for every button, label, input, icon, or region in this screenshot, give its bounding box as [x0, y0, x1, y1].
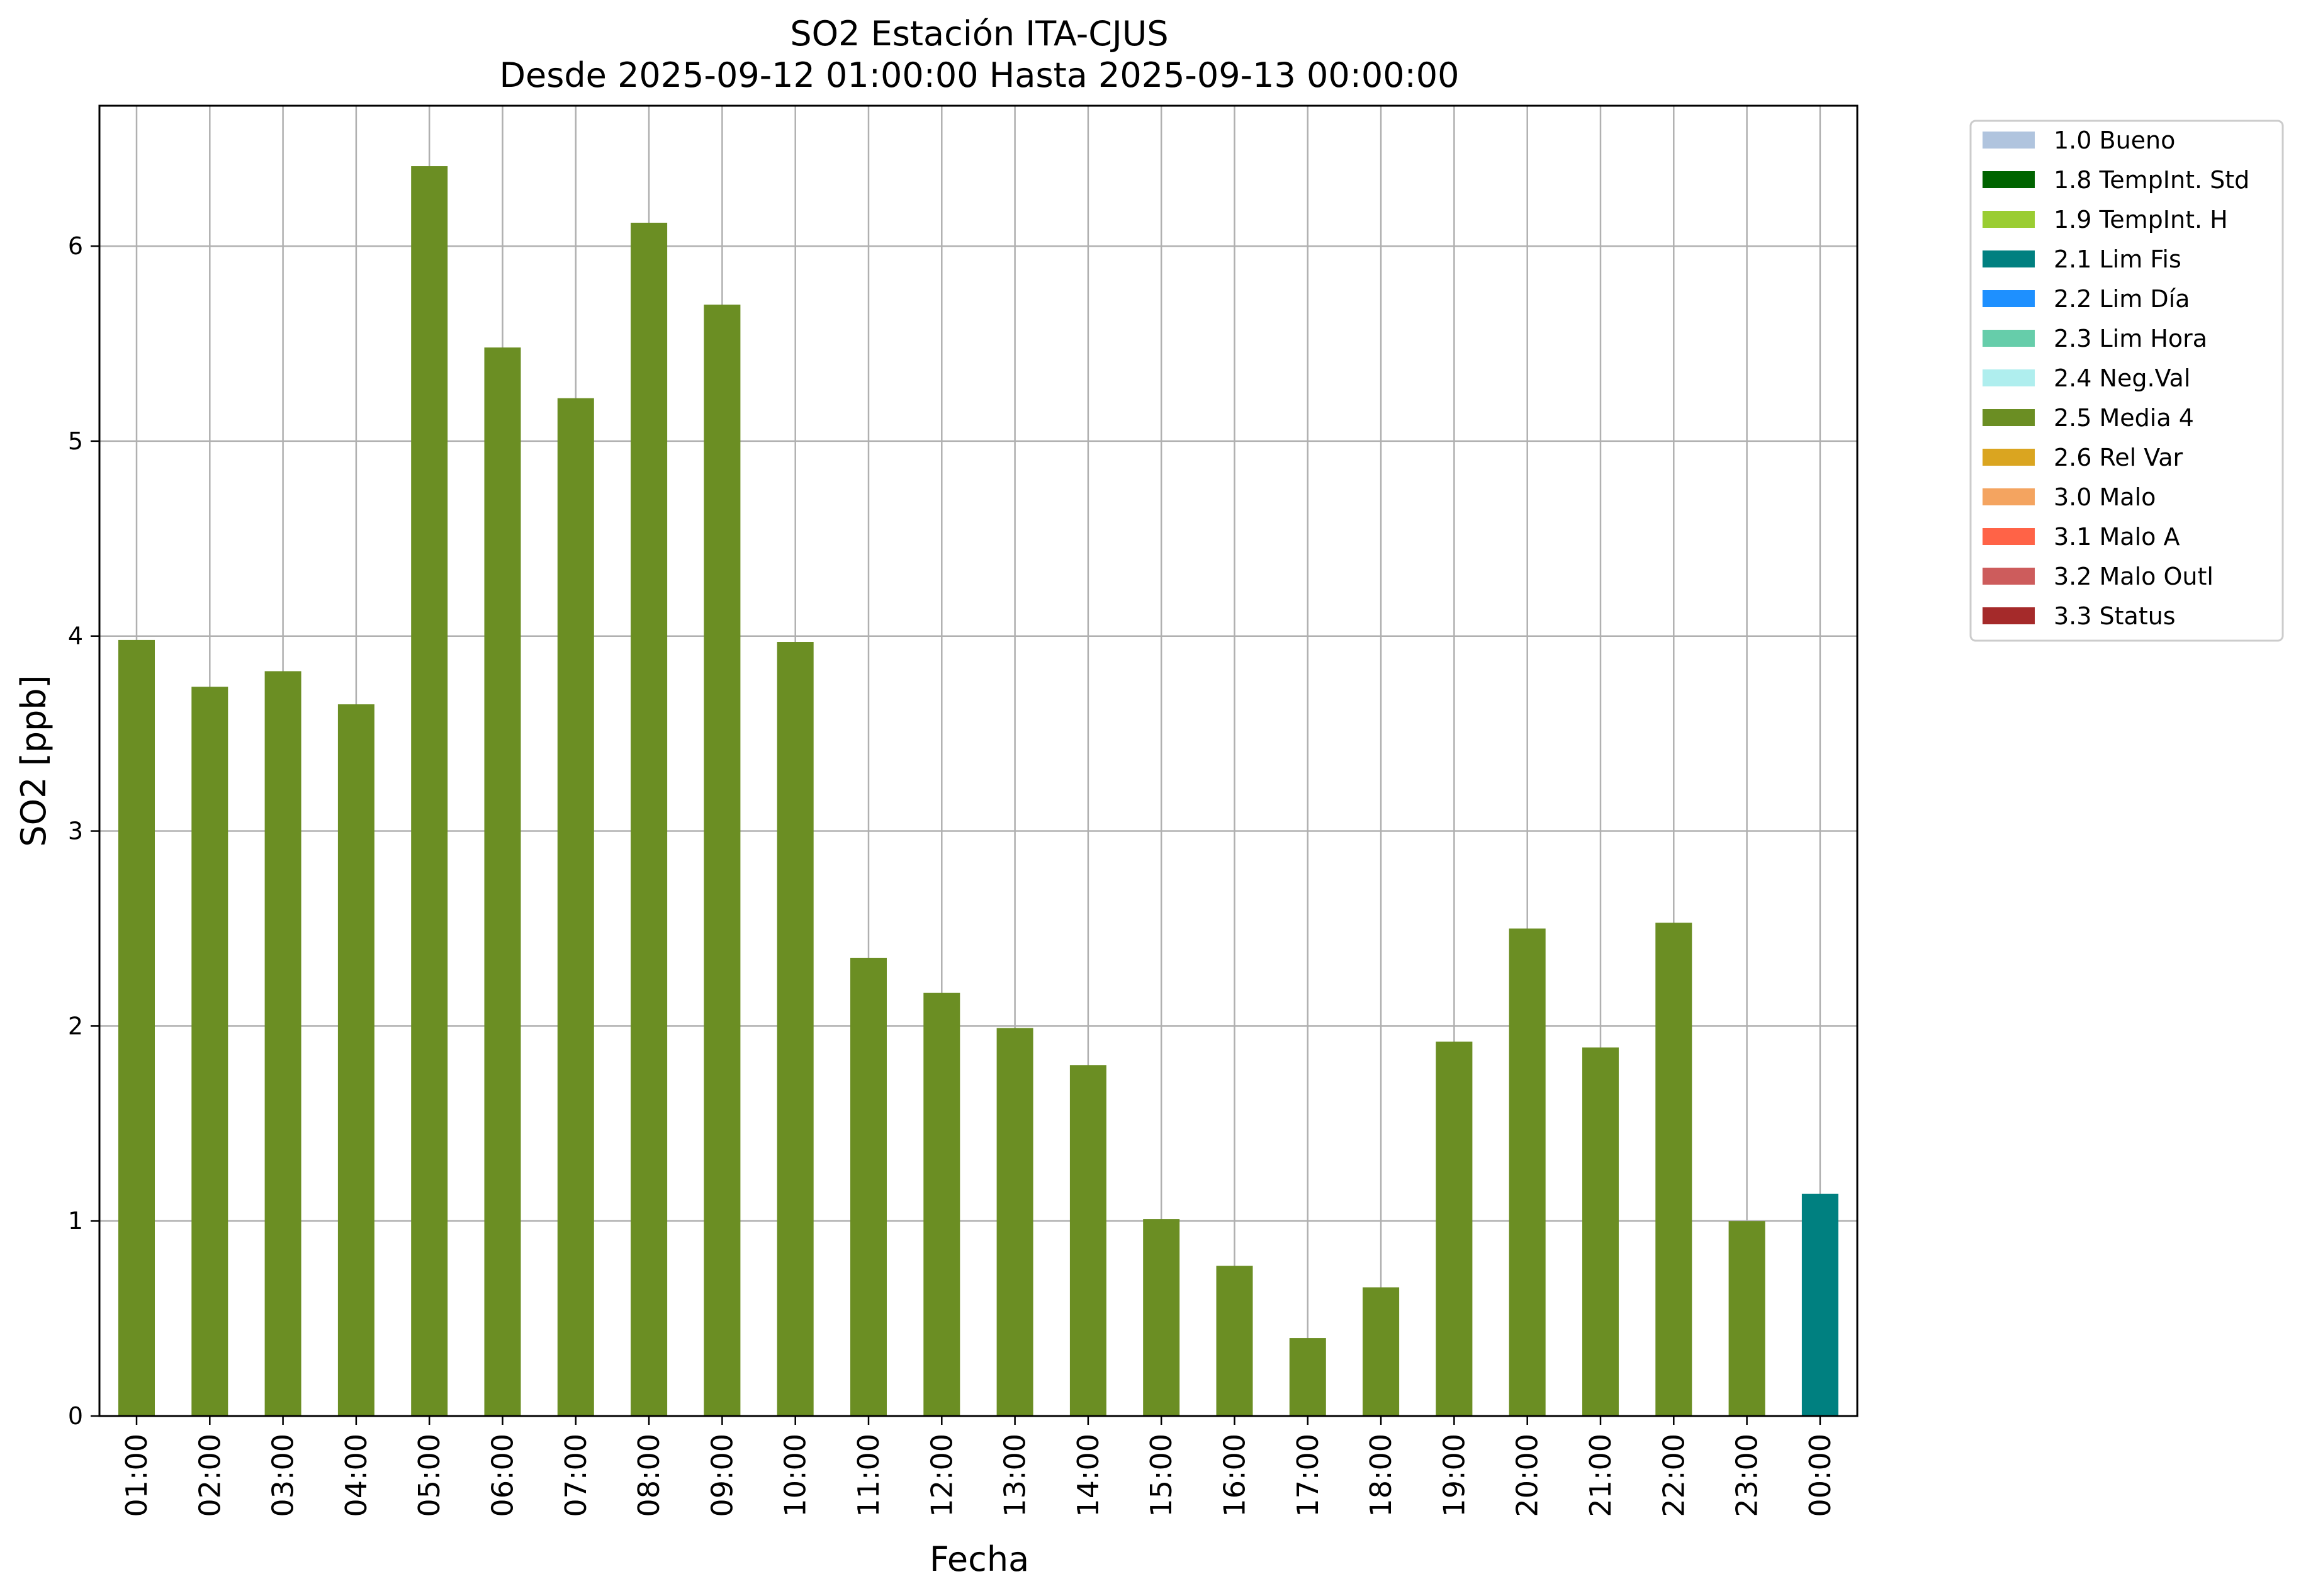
x-tick-label: 04:00 — [339, 1434, 373, 1517]
x-tick-label: 03:00 — [266, 1434, 300, 1517]
legend-label: 1.8 TempInt. Std — [2054, 166, 2249, 194]
legend-swatch — [1983, 488, 2035, 505]
bar-1700 — [1289, 1338, 1326, 1416]
y-tick-label: 6 — [68, 232, 83, 260]
x-axis-ticks: 01:00 02:00 03:00 04:00 05:00 06:00 07:00 08:00… — [120, 1416, 1837, 1517]
bar-1000 — [777, 642, 814, 1416]
x-tick-label: 00:00 — [1803, 1434, 1837, 1517]
bar-1300 — [996, 1028, 1033, 1416]
chart-title: SO2 Estación ITA-CJUS — [790, 14, 1168, 53]
bar-0400 — [337, 704, 374, 1416]
bar-0800 — [631, 222, 668, 1417]
x-tick-label: 09:00 — [705, 1434, 739, 1517]
bar-1400 — [1069, 1065, 1106, 1416]
legend-swatch — [1983, 250, 2035, 267]
y-tick-label: 5 — [68, 427, 83, 455]
y-axis-label: SO2 [ppb] — [14, 675, 53, 846]
bar-2100 — [1582, 1047, 1619, 1416]
x-tick-label: 07:00 — [559, 1434, 593, 1517]
bar-0000 — [1801, 1193, 1838, 1416]
y-tick-label: 4 — [68, 622, 83, 650]
bar-1600 — [1216, 1266, 1253, 1416]
x-tick-label: 14:00 — [1071, 1434, 1105, 1517]
x-tick-label: 12:00 — [925, 1434, 959, 1517]
legend-swatch — [1983, 290, 2035, 307]
x-tick-label: 18:00 — [1364, 1434, 1398, 1517]
x-tick-label: 22:00 — [1657, 1434, 1691, 1517]
legend-swatch — [1983, 607, 2035, 624]
bar-2200 — [1655, 923, 1692, 1416]
legend: 1.0 Bueno 1.8 TempInt. Std 1.9 TempInt. H 2… — [1969, 120, 2284, 642]
y-tick-label: 3 — [68, 818, 83, 845]
x-tick-label: 08:00 — [632, 1434, 666, 1517]
bar-0900 — [704, 305, 741, 1417]
legend-swatch — [1983, 449, 2035, 466]
x-tick-label: 10:00 — [779, 1434, 813, 1517]
x-tick-label: 05:00 — [412, 1434, 446, 1517]
legend-label: 3.1 Malo A — [2054, 523, 2180, 551]
legend-swatch — [1983, 528, 2035, 545]
x-tick-label: 20:00 — [1511, 1434, 1544, 1517]
legend-label: 1.0 Bueno — [2054, 126, 2175, 154]
bar-0200 — [191, 687, 228, 1416]
legend-label: 3.3 Status — [2054, 602, 2176, 630]
x-tick-label: 01:00 — [120, 1434, 154, 1517]
legend-label: 2.2 Lim Día — [2054, 285, 2190, 313]
legend-label: 2.1 Lim Fis — [2054, 245, 2181, 273]
legend-label: 2.6 Rel Var — [2054, 444, 2183, 471]
legend-label: 3.0 Malo — [2054, 483, 2156, 511]
bar-0300 — [264, 671, 301, 1416]
legend-frame — [1969, 120, 2284, 642]
legend-swatch — [1983, 369, 2035, 386]
bar-1100 — [850, 957, 887, 1416]
x-tick-label: 02:00 — [193, 1434, 227, 1517]
x-tick-label: 21:00 — [1584, 1434, 1617, 1517]
x-tick-label: 23:00 — [1730, 1434, 1764, 1517]
legend-swatch — [1983, 409, 2035, 426]
legend-swatch — [1983, 211, 2035, 228]
bar-2300 — [1728, 1221, 1765, 1416]
bar-0500 — [411, 166, 448, 1416]
x-tick-label: 19:00 — [1437, 1434, 1471, 1517]
x-tick-label: 17:00 — [1291, 1434, 1325, 1517]
y-tick-label: 0 — [68, 1402, 83, 1430]
x-tick-label: 13:00 — [998, 1434, 1032, 1517]
x-tick-label: 16:00 — [1218, 1434, 1252, 1517]
bar-0700 — [557, 398, 594, 1416]
bar-1900 — [1436, 1042, 1473, 1416]
legend-swatch — [1983, 330, 2035, 347]
x-tick-label: 11:00 — [852, 1434, 886, 1517]
legend-swatch — [1983, 568, 2035, 585]
bar-1200 — [923, 992, 960, 1416]
y-tick-label: 2 — [68, 1012, 83, 1040]
plot-frame — [98, 104, 1859, 1417]
bars — [118, 166, 1838, 1417]
bar-0100 — [118, 639, 155, 1417]
y-tick-label: 1 — [68, 1207, 83, 1235]
chart-subtitle: Desde 2025-09-12 01:00:00 Hasta 2025-09-… — [499, 55, 1459, 95]
bar-0600 — [484, 347, 521, 1416]
legend-label: 2.5 Media 4 — [2054, 404, 2194, 432]
legend-label: 2.4 Neg.Val — [2054, 364, 2190, 392]
legend-label: 1.9 TempInt. H — [2054, 206, 2228, 233]
y-axis-ticks: 0 1 2 3 4 5 6 — [68, 232, 99, 1430]
x-tick-label: 06:00 — [486, 1434, 520, 1517]
legend-swatch — [1983, 171, 2035, 188]
bar-2000 — [1509, 928, 1546, 1416]
legend-label: 2.3 Lim Hora — [2054, 325, 2207, 352]
legend-label: 3.2 Malo Outl — [2054, 563, 2214, 590]
legend-swatch — [1983, 132, 2035, 149]
x-axis-label: Fecha — [930, 1539, 1029, 1579]
bar-1500 — [1143, 1219, 1180, 1416]
x-tick-label: 15:00 — [1144, 1434, 1178, 1517]
bar-1800 — [1363, 1287, 1400, 1416]
